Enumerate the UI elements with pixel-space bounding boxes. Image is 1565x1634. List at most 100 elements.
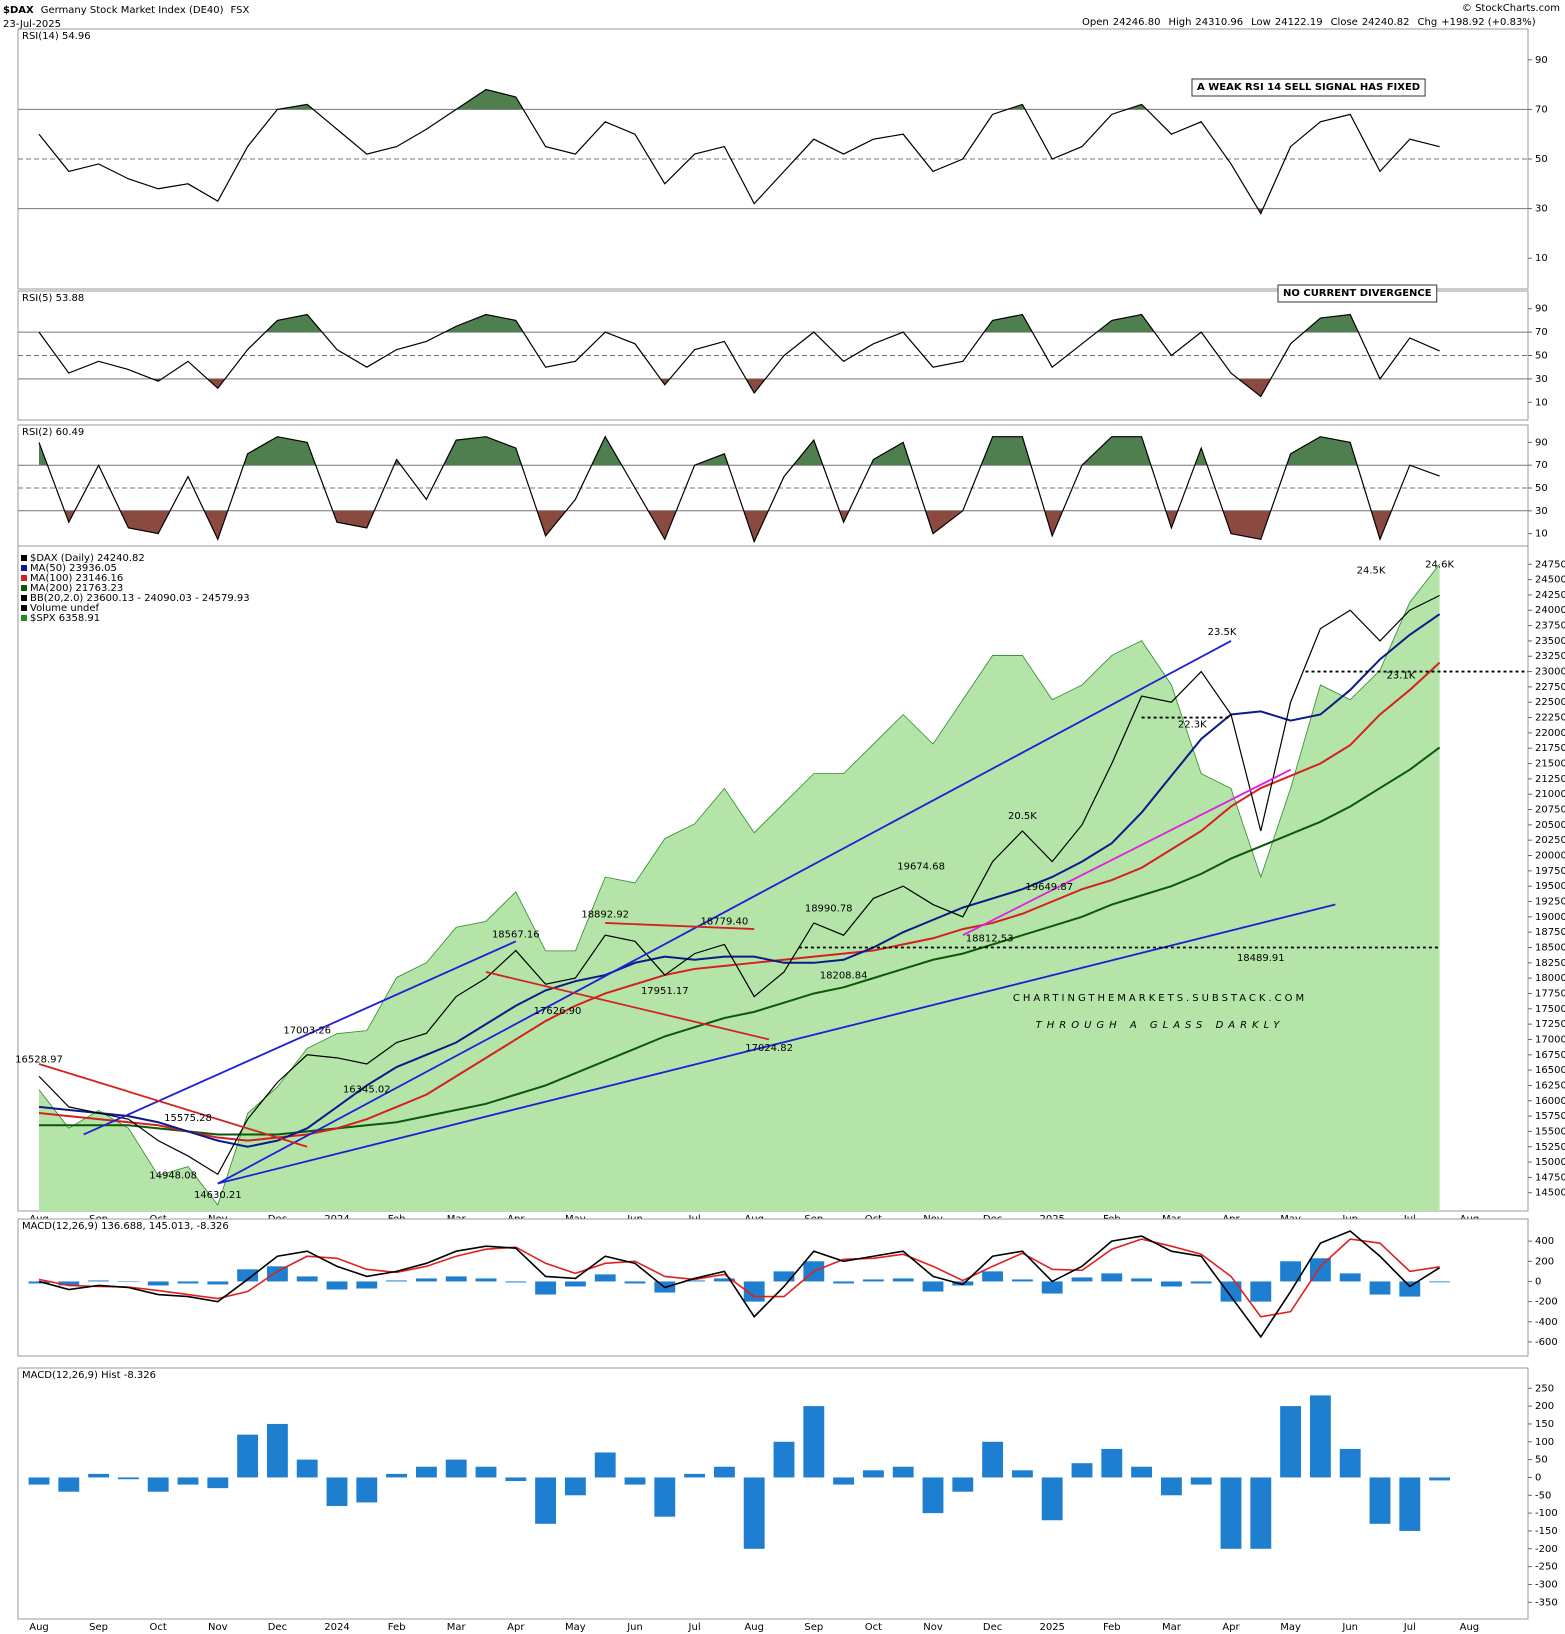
price-label: 19649.87 — [1025, 882, 1073, 893]
hist-bar — [713, 1466, 735, 1478]
hist-bar — [147, 1477, 169, 1492]
hist-bar — [624, 1477, 646, 1485]
y-tick-label: 16000 — [1535, 1096, 1565, 1107]
y-tick-label: 0 — [1535, 1472, 1541, 1483]
hist-bar — [1309, 1395, 1331, 1478]
macd-hist-bar — [296, 1276, 318, 1282]
overlay-area — [39, 564, 1440, 1211]
y-tick-label: 200 — [1535, 1401, 1554, 1412]
hist-bar — [1160, 1477, 1182, 1496]
y-tick-label: 22250 — [1535, 713, 1565, 724]
y-tick-label: -200 — [1535, 1297, 1558, 1308]
y-tick-label: -400 — [1535, 1317, 1558, 1328]
macd-hist-bar — [1369, 1281, 1391, 1295]
y-tick-label: 70 — [1535, 104, 1548, 115]
legend-swatch — [21, 555, 27, 561]
macd-hist-bar — [88, 1280, 110, 1282]
y-tick-label: 90 — [1535, 55, 1548, 66]
price-label: 18990.78 — [805, 903, 853, 914]
y-tick-label: 10 — [1535, 253, 1548, 264]
hist-bar — [1190, 1477, 1212, 1485]
y-tick-label: 20750 — [1535, 805, 1565, 816]
rsi-zone-fill — [39, 436, 1440, 466]
price-label: 14630.21 — [194, 1190, 242, 1201]
macd-hist-bar — [1131, 1278, 1153, 1282]
watermark: THROUGH A GLASS DARKLY — [1036, 1020, 1285, 1031]
rsi-line — [38, 435, 1440, 544]
x-tick-label: Nov — [208, 1622, 228, 1633]
price-label: 18567.16 — [492, 929, 540, 940]
y-tick-label: 20500 — [1535, 820, 1565, 831]
hist-bar — [535, 1477, 557, 1524]
plot-area — [18, 88, 1528, 215]
y-tick-label: 16750 — [1535, 1050, 1565, 1061]
price-label: 19674.68 — [897, 861, 945, 872]
macd-hist-bar — [1339, 1273, 1361, 1282]
macd-hist-bar — [237, 1269, 259, 1282]
price-label: 23.1K — [1386, 670, 1415, 681]
credit: © StockCharts.com — [1462, 3, 1560, 14]
trendline — [38, 1063, 308, 1148]
macd-hist-bar — [266, 1266, 288, 1282]
legend-swatch — [21, 585, 27, 591]
hist-bar — [773, 1441, 795, 1478]
hist-bar — [28, 1477, 50, 1485]
hist-bar — [684, 1473, 706, 1478]
overlay-line — [38, 563, 1440, 1206]
y-tick-label: 50 — [1535, 483, 1548, 494]
macd-hist-bar — [1220, 1281, 1242, 1302]
x-tick-label: Feb — [1103, 1622, 1121, 1633]
panel-title: MACD(12,26,9) Hist -8.326 — [22, 1370, 156, 1381]
hist-bar — [1011, 1470, 1033, 1478]
y-tick-label: 50 — [1535, 1455, 1548, 1466]
legend-entry: $DAX (Daily) 24240.82 — [30, 553, 145, 564]
trendline — [485, 971, 770, 1041]
y-tick-label: 10 — [1535, 397, 1548, 408]
legend-entry: BB(20,2.0) 23600.13 - 24090.03 - 24579.9… — [30, 593, 250, 604]
macd-hist-bar — [1280, 1261, 1302, 1282]
y-tick-label: 250 — [1535, 1383, 1554, 1394]
price-label: 16345.02 — [343, 1085, 391, 1096]
macd-hist-bar — [773, 1271, 795, 1282]
y-tick-label: 17000 — [1535, 1034, 1565, 1045]
macd-hist-bar — [982, 1271, 1004, 1282]
hist-bar — [1339, 1448, 1361, 1478]
y-tick-label: -150 — [1535, 1526, 1558, 1537]
macd-hist-bar — [922, 1281, 944, 1292]
hist-bar — [386, 1473, 408, 1478]
macd-hist-bar — [862, 1279, 884, 1282]
ohlc-name: High — [1168, 17, 1191, 28]
macd-hist-bar — [624, 1281, 646, 1284]
hist-bar — [296, 1459, 318, 1478]
macd-hist-bar — [833, 1281, 855, 1284]
x-tick-label: Dec — [268, 1622, 287, 1633]
hist-bar — [326, 1477, 348, 1506]
price-label: 15575.28 — [164, 1113, 212, 1124]
macd-hist-bar — [1190, 1281, 1212, 1284]
panel-title: MACD(12,26,9) 136.688, 145.013, -8.326 — [22, 1221, 229, 1232]
y-tick-label: 21500 — [1535, 759, 1565, 770]
macd-hist-bar — [535, 1281, 557, 1295]
y-tick-label: 17250 — [1535, 1019, 1565, 1030]
macd-hist-bar — [117, 1281, 139, 1282]
legend-swatch — [21, 595, 27, 601]
x-tick-label: Aug — [29, 1622, 49, 1633]
ohlc-name: Low — [1251, 17, 1271, 28]
legend-entry: Volume undef — [30, 603, 100, 614]
y-tick-label: -300 — [1535, 1579, 1558, 1590]
hist-bar — [58, 1477, 80, 1492]
x-tick-label: Sep — [89, 1622, 108, 1633]
trendline — [83, 940, 517, 1136]
macd-hist-bar — [1101, 1273, 1123, 1282]
y-tick-label: 19000 — [1535, 912, 1565, 923]
macd-hist-bar — [415, 1278, 437, 1282]
change-value: +198.92 (+0.83%) — [1441, 17, 1536, 28]
price-label: 18892.92 — [581, 909, 629, 920]
y-tick-label: 50 — [1535, 154, 1548, 165]
price-label: 14948.08 — [149, 1170, 197, 1181]
price-label: 17626.90 — [534, 1006, 582, 1017]
y-tick-label: 22500 — [1535, 697, 1565, 708]
hist-bar — [117, 1477, 139, 1480]
hist-bar — [1280, 1406, 1302, 1478]
